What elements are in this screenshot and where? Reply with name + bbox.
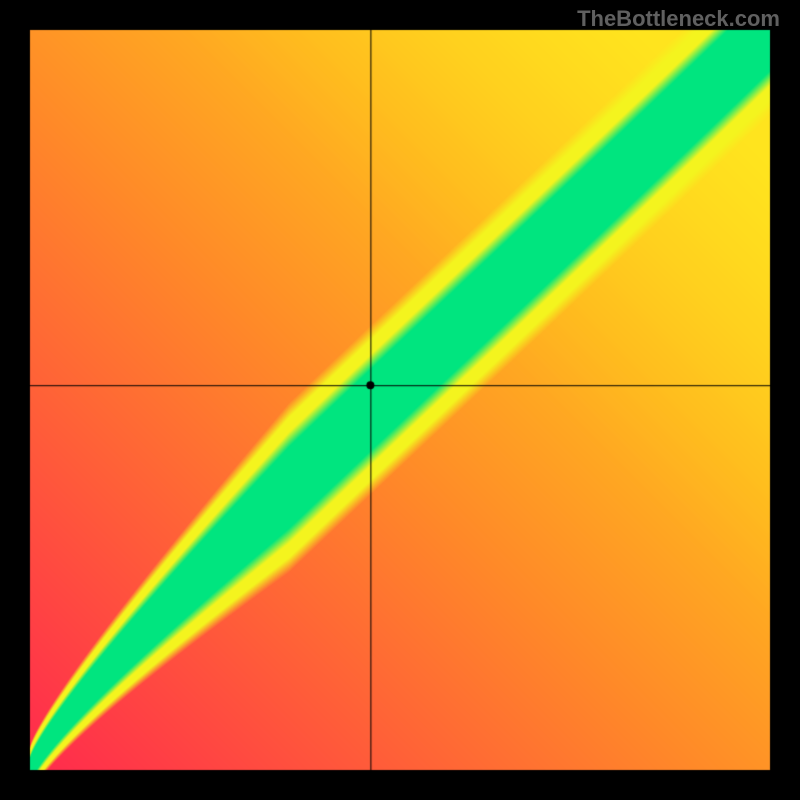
heatmap-canvas [0, 0, 800, 800]
bottleneck-heatmap: TheBottleneck.com [0, 0, 800, 800]
watermark-label: TheBottleneck.com [577, 6, 780, 32]
